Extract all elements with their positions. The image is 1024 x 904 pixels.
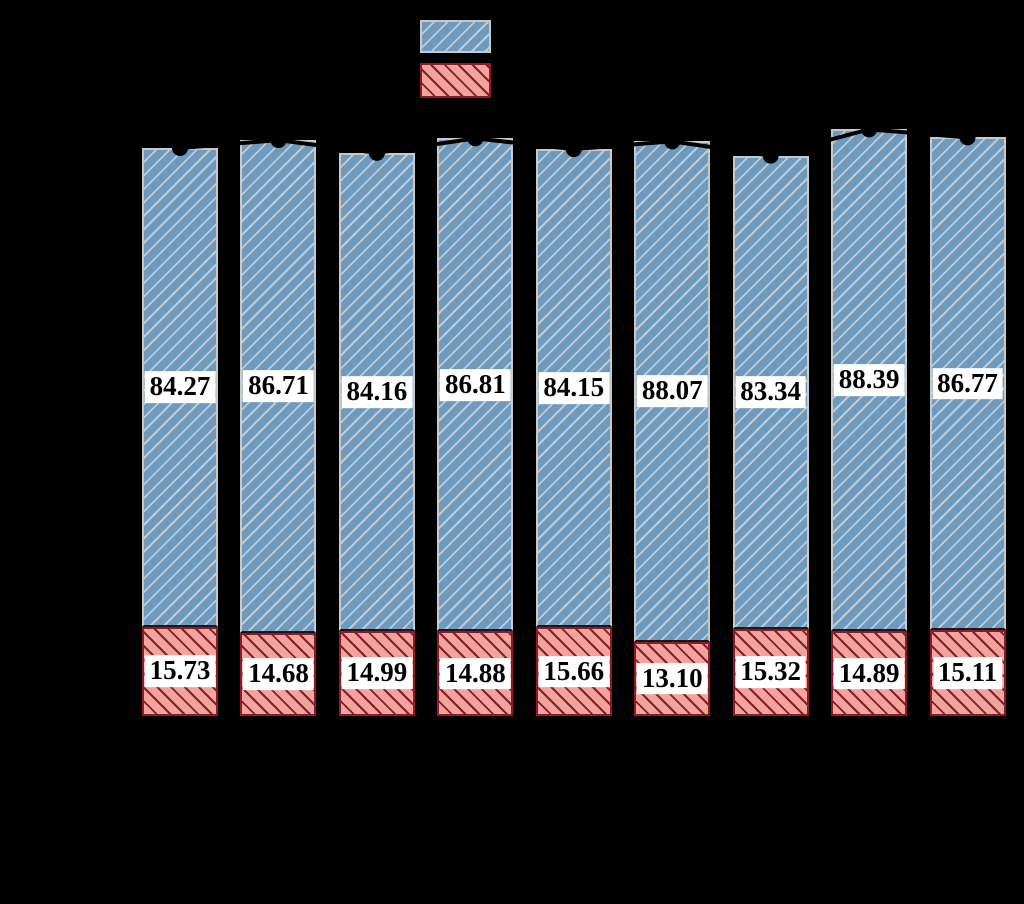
bar-5-pink-value-label: 15.66: [538, 655, 610, 688]
bar-3-pink-value-label: 14.99: [341, 657, 413, 690]
bar-1-blue-value-label: 84.27: [144, 371, 216, 404]
legend-swatch-pink: [420, 63, 491, 98]
bar-7-pink-value-label: 15.32: [735, 656, 806, 689]
bar-4-blue-value-label: 86.81: [439, 369, 511, 401]
legend-swatch-blue: [420, 20, 491, 53]
bar-3-blue-value-label: 84.16: [341, 375, 413, 408]
bar-6-blue-value-label: 88.07: [636, 375, 708, 408]
bar-6-pink-value-label: 13.10: [636, 662, 708, 695]
bar-8-pink-value-label: 14.89: [833, 657, 905, 690]
bar-2-blue-value-label: 86.71: [243, 370, 314, 403]
bar-1-pink-value-label: 15.73: [144, 655, 216, 688]
bar-7-blue-value-label: 83.34: [735, 376, 806, 409]
bar-8-blue-value-label: 88.39: [833, 364, 905, 397]
bar-4-pink-value-label: 14.88: [439, 657, 511, 690]
bar-2-pink-value-label: 14.68: [243, 658, 314, 691]
bar-5-blue-value-label: 84.15: [538, 372, 610, 404]
legend: [0, 0, 1024, 110]
bar-9-pink-value-label: 15.11: [932, 657, 1003, 689]
bar-9-blue-value-label: 86.77: [932, 367, 1003, 400]
